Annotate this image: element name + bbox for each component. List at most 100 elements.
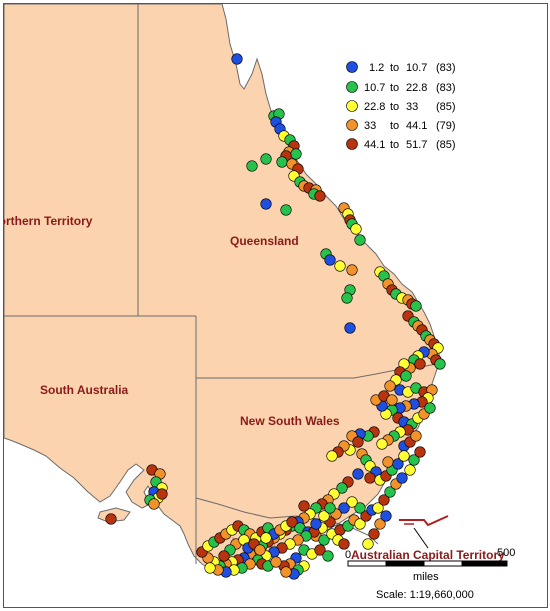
map-point-35[interactable] [346, 264, 358, 276]
legend-upper-5: 51.7 [406, 139, 427, 151]
legend-to-5: to [390, 139, 399, 151]
legend-count-1: (83) [436, 62, 456, 74]
legend-count-5: (85) [436, 139, 456, 151]
map-point-221[interactable] [105, 513, 117, 525]
map-point-68[interactable] [384, 380, 396, 392]
legend-upper-4: 44.1 [406, 120, 427, 132]
map-canvas[interactable]: Northern Territory Queensland South Aust… [4, 4, 547, 607]
legend-upper-2: 22.8 [406, 82, 427, 94]
region-label-queensland: Queensland [230, 234, 299, 248]
map-point-220[interactable] [148, 498, 160, 510]
legend-upper-1: 10.7 [406, 62, 427, 74]
map-point-239[interactable] [408, 454, 420, 466]
map-point-235[interactable] [384, 486, 396, 498]
map-point-112[interactable] [364, 472, 376, 484]
region-label-northern-territory: Northern Territory [4, 214, 93, 228]
map-point-228[interactable] [324, 502, 336, 514]
map-point-30[interactable] [350, 223, 362, 235]
map-point-21[interactable] [314, 190, 326, 202]
map-point-98[interactable] [410, 430, 422, 442]
legend-from-2: 10.7 [364, 82, 385, 94]
north-arrow-icon [399, 515, 449, 549]
legend-from-1: 1.2 [369, 62, 384, 74]
map-point-190[interactable] [204, 562, 216, 574]
map-point-24[interactable] [260, 198, 272, 210]
map-point-229[interactable] [362, 538, 374, 550]
map-point-172[interactable] [346, 496, 358, 508]
legend-to-3: to [390, 101, 399, 113]
map-point-204[interactable] [314, 544, 326, 556]
legend-from-5: 44.1 [364, 139, 385, 151]
points-layer [105, 53, 446, 580]
map-point-23[interactable] [246, 160, 258, 172]
map-point-95[interactable] [376, 438, 388, 450]
map-point-118[interactable] [398, 450, 410, 462]
region-label-act: Australian Capital Territory [351, 548, 505, 562]
map-frame: Northern Territory Queensland South Aust… [3, 3, 548, 608]
map-point-31[interactable] [354, 234, 366, 246]
map-point-194[interactable] [218, 550, 230, 562]
legend-upper-3: 33 [406, 101, 418, 113]
map-point-10[interactable] [290, 148, 302, 160]
border-nsw-vic [195, 497, 379, 545]
map-point-232[interactable] [380, 510, 392, 522]
map-point-1[interactable] [231, 53, 243, 65]
map-point-225[interactable] [318, 510, 330, 522]
map-point-47[interactable] [344, 322, 356, 334]
region-label-south-australia: South Australia [40, 383, 129, 397]
map-point-205[interactable] [322, 550, 334, 562]
map-point-163[interactable] [318, 534, 330, 546]
map-point-230[interactable] [368, 528, 380, 540]
map-point-197[interactable] [254, 544, 266, 556]
map-point-234[interactable] [378, 494, 390, 506]
map-point-46[interactable] [341, 292, 353, 304]
map-point-209[interactable] [280, 566, 292, 578]
map-point-227[interactable] [298, 500, 310, 512]
scale-bar-zero: 0 [345, 549, 351, 561]
map-point-103[interactable] [352, 436, 364, 448]
legend-swatch-2 [346, 81, 358, 93]
map-point-34[interactable] [334, 260, 346, 272]
map-point-211[interactable] [338, 538, 350, 550]
map-point-22[interactable] [260, 153, 272, 165]
legend-count-4: (79) [436, 120, 456, 132]
map-point-116[interactable] [382, 456, 394, 468]
legend-to-2: to [390, 82, 399, 94]
map-point-168[interactable] [354, 518, 366, 530]
map-point-84[interactable] [386, 394, 398, 406]
map-point-119[interactable] [352, 468, 364, 480]
map-point-62[interactable] [414, 358, 426, 370]
map-point-224[interactable] [270, 556, 282, 568]
map-point-173[interactable] [338, 502, 350, 514]
map-point-226[interactable] [310, 518, 322, 530]
map-point-58[interactable] [434, 358, 446, 370]
map-point-231[interactable] [374, 518, 386, 530]
map-point-117[interactable] [392, 458, 404, 470]
legend-count-2: (83) [436, 82, 456, 94]
map-point-238[interactable] [404, 464, 416, 476]
legend-swatch-4 [346, 119, 358, 131]
map-point-25[interactable] [280, 204, 292, 216]
legend-to-1: to [390, 62, 399, 74]
scale-ratio: Scale: 1:19,660,000 [376, 589, 474, 601]
map-point-12[interactable] [276, 156, 288, 168]
map-point-233[interactable] [372, 502, 384, 514]
scale-bar: 0 500 miles Scale: 1:19,660,000 [345, 547, 515, 601]
map-point-237[interactable] [396, 472, 408, 484]
map-point-240[interactable] [414, 446, 426, 458]
legend-count-3: (85) [436, 101, 456, 113]
map-point-44[interactable] [410, 300, 422, 312]
map-point-159[interactable] [286, 516, 298, 528]
map-point-66[interactable] [400, 370, 412, 382]
map-point-90[interactable] [424, 402, 436, 414]
map-point-121[interactable] [336, 482, 348, 494]
map-point-171[interactable] [354, 502, 366, 514]
map-point-33[interactable] [324, 254, 336, 266]
legend-swatch-1 [346, 61, 358, 73]
region-label-new-south-wales: New South Wales [240, 414, 340, 428]
legend-from-3: 22.8 [364, 101, 385, 113]
map-point-219[interactable] [156, 488, 168, 500]
legend-swatch-5 [346, 138, 358, 150]
map-point-107[interactable] [326, 450, 338, 462]
map-point-198[interactable] [260, 532, 272, 544]
